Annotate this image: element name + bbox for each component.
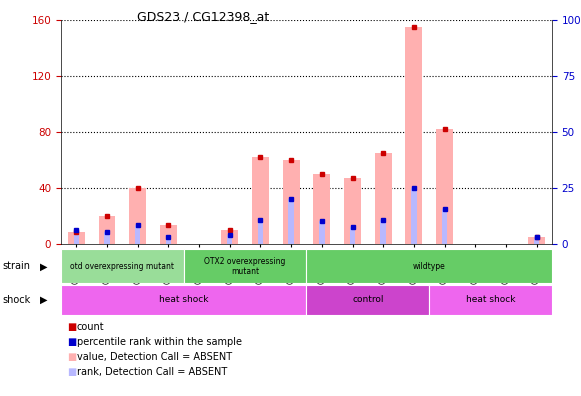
Text: strain: strain bbox=[3, 261, 31, 271]
Bar bbox=[350, 227, 355, 244]
Bar bbox=[288, 199, 294, 244]
Text: rank, Detection Call = ABSENT: rank, Detection Call = ABSENT bbox=[77, 367, 227, 377]
Text: control: control bbox=[352, 295, 383, 305]
Text: wildtype: wildtype bbox=[413, 262, 446, 271]
Bar bbox=[160, 225, 177, 244]
Bar bbox=[68, 232, 85, 244]
Text: otd overexpressing mutant: otd overexpressing mutant bbox=[70, 262, 174, 271]
Text: count: count bbox=[77, 322, 105, 332]
Bar bbox=[61, 249, 184, 283]
Bar bbox=[61, 285, 307, 315]
Bar bbox=[184, 249, 307, 283]
Bar bbox=[74, 230, 79, 244]
Text: ▶: ▶ bbox=[40, 295, 47, 305]
Text: ■: ■ bbox=[67, 337, 76, 347]
Text: ▶: ▶ bbox=[40, 261, 47, 271]
Bar bbox=[283, 160, 300, 244]
Bar bbox=[105, 232, 110, 244]
Text: ■: ■ bbox=[67, 352, 76, 362]
Bar bbox=[442, 209, 447, 244]
Text: shock: shock bbox=[3, 295, 31, 305]
Text: OTX2 overexpressing
mutant: OTX2 overexpressing mutant bbox=[205, 257, 286, 276]
Bar bbox=[252, 157, 269, 244]
Bar bbox=[166, 236, 171, 244]
Bar bbox=[406, 27, 422, 244]
Text: percentile rank within the sample: percentile rank within the sample bbox=[77, 337, 242, 347]
Text: ■: ■ bbox=[67, 367, 76, 377]
Text: value, Detection Call = ABSENT: value, Detection Call = ABSENT bbox=[77, 352, 232, 362]
Bar bbox=[221, 230, 238, 244]
Bar bbox=[227, 235, 232, 244]
Bar bbox=[307, 285, 429, 315]
Text: heat shock: heat shock bbox=[159, 295, 209, 305]
Bar bbox=[313, 173, 330, 244]
Bar bbox=[130, 188, 146, 244]
Bar bbox=[99, 215, 116, 244]
Bar bbox=[411, 188, 417, 244]
Text: heat shock: heat shock bbox=[466, 295, 515, 305]
Bar bbox=[534, 236, 539, 244]
Bar bbox=[375, 152, 392, 244]
Bar bbox=[381, 220, 386, 244]
Bar bbox=[344, 178, 361, 244]
Bar bbox=[429, 285, 552, 315]
Bar bbox=[436, 129, 453, 244]
Text: ■: ■ bbox=[67, 322, 76, 332]
Bar bbox=[258, 220, 263, 244]
Bar bbox=[319, 221, 325, 244]
Bar bbox=[135, 225, 141, 244]
Bar bbox=[307, 249, 552, 283]
Text: GDS23 / CG12398_at: GDS23 / CG12398_at bbox=[137, 10, 270, 23]
Bar bbox=[528, 236, 545, 244]
